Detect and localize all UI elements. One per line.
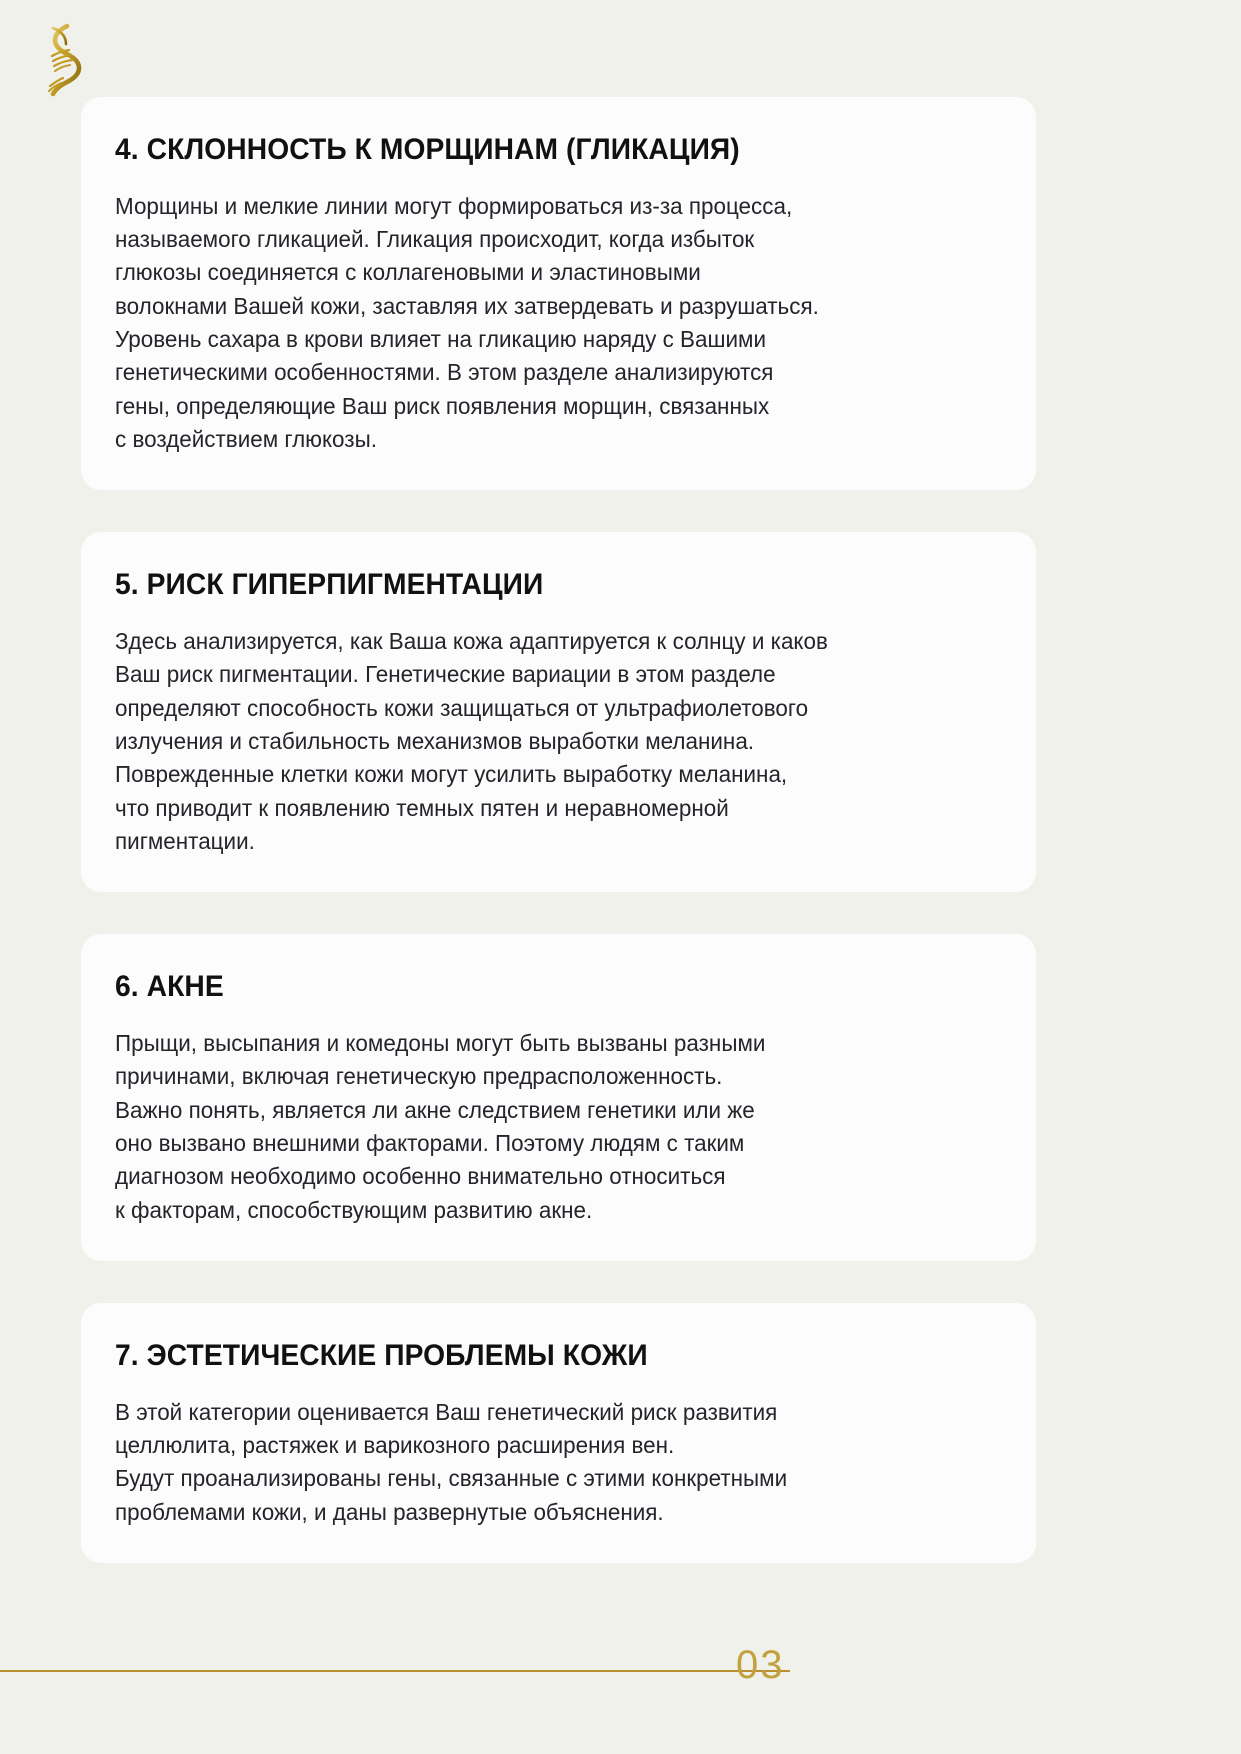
- section-card-aesthetic-skin-problems: 7. ЭСТЕТИЧЕСКИЕ ПРОБЛЕМЫ КОЖИ В этой кат…: [81, 1303, 1036, 1563]
- section-title: 4. СКЛОННОСТЬ К МОРЩИНАМ (ГЛИКАЦИЯ): [115, 133, 740, 166]
- page-footer: 03: [0, 1620, 1241, 1754]
- section-card-acne: 6. АКНЕ Прыщи, высыпания и комедоны могу…: [81, 934, 1036, 1262]
- section-body: В этой категории оценивается Ваш генетич…: [115, 1398, 788, 1525]
- footer-divider: [0, 1670, 790, 1672]
- dna-helix-icon: [33, 20, 93, 98]
- section-title: 6. АКНЕ: [115, 970, 224, 1004]
- section-card-list: 4. СКЛОННОСТЬ К МОРЩИНАМ (ГЛИКАЦИЯ) Морщ…: [81, 97, 1036, 1605]
- section-title: 5. РИСК ГИПЕРПИГМЕНТАЦИИ: [115, 568, 544, 602]
- section-body: Здесь анализируется, как Ваша кожа адапт…: [115, 627, 828, 855]
- section-card-wrinkles: 4. СКЛОННОСТЬ К МОРЩИНАМ (ГЛИКАЦИЯ) Морщ…: [81, 97, 1036, 491]
- section-body: Прыщи, высыпания и комедоны могут быть в…: [115, 1029, 766, 1223]
- page-number: 03: [736, 1643, 785, 1687]
- section-title: 7. ЭСТЕТИЧЕСКИЕ ПРОБЛЕМЫ КОЖИ: [115, 1339, 648, 1373]
- section-body: Морщины и мелкие линии могут формировать…: [115, 192, 819, 453]
- section-card-hyperpigmentation: 5. РИСК ГИПЕРПИГМЕНТАЦИИ Здесь анализиру…: [81, 532, 1036, 893]
